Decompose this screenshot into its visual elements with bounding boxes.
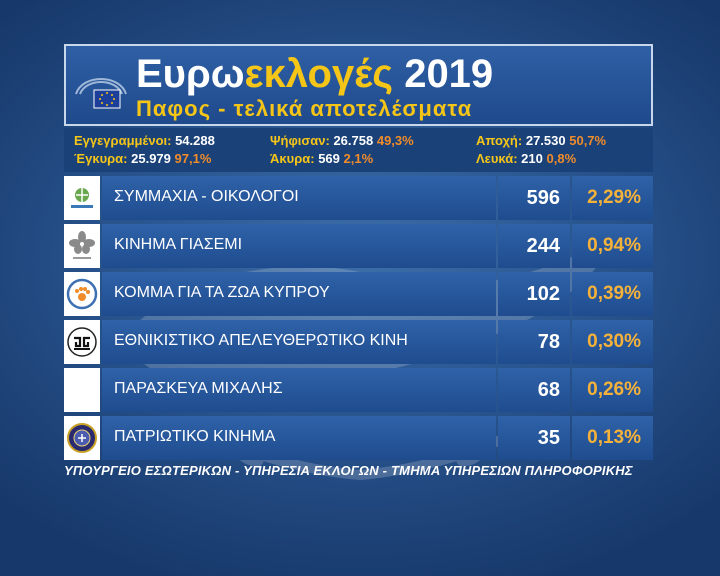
result-name-cell: ΠΑΡΑΣΚΕΥΑ ΜΙΧΑΛΗΣ	[102, 368, 496, 412]
title-part-euro: Ευρω	[136, 52, 245, 96]
stat-blank-value: 210	[521, 151, 543, 166]
stat-voted: Ψήφισαν: 26.758 49,3%	[270, 133, 414, 148]
party-name: ΚΟΜΜΑ ΓΙΑ ΤΑ ΖΩΑ ΚΥΠΡΟΥ	[114, 284, 330, 301]
result-name-cell: ΚΟΜΜΑ ΓΙΑ ΤΑ ΖΩΑ ΚΥΠΡΟΥ	[102, 272, 496, 316]
party-percentage: 2,29%	[587, 187, 641, 208]
stat-blank: Λευκά: 210 0,8%	[476, 151, 576, 166]
party-name: ΣΥΜΜΑΧΙΑ - ΟΙΚΟΛΟΓΟΙ	[114, 188, 299, 205]
stat-registered-label: Εγγεγραμμένοι:	[74, 133, 172, 148]
eu-parliament-logo-icon	[75, 78, 127, 109]
stat-valid-pct: 97,1%	[174, 151, 212, 166]
party-name: ΚΙΝΗΜΑ ΓΙΑΣΕΜΙ	[114, 236, 243, 253]
party-name: ΠΑΡΑΣΚΕΥΑ ΜΙΧΑΛΗΣ	[114, 380, 283, 397]
footer-source-credit: ΥΠΟΥΡΓΕΙΟ ΕΣΩΤΕΡΙΚΩΝ - ΥΠΗΡΕΣΙΑ ΕΚΛΟΓΩΝ …	[64, 463, 633, 478]
result-row: ΚΟΜΜΑ ΓΙΑ ΤΑ ΖΩΑ ΚΥΠΡΟΥ 102 0,39%	[64, 272, 653, 316]
stat-voted-value: 26.758	[333, 133, 374, 148]
result-votes-cell: 102	[498, 272, 570, 316]
patriotic-seal-logo-icon	[64, 416, 100, 460]
party-name: ΕΘΝΙΚΙΣΤΙΚΟ ΑΠΕΛΕΥΘΕΡΩΤΙΚΟ ΚΙΝΗ	[114, 332, 408, 349]
result-name-cell: ΠΑΤΡΙΩΤΙΚΟ ΚΙΝΗΜΑ	[102, 416, 496, 460]
stat-valid: Έγκυρα: 25.979 97,1%	[74, 151, 211, 166]
stat-voted-label: Ψήφισαν:	[270, 133, 330, 148]
result-votes-cell: 35	[498, 416, 570, 460]
party-votes: 68	[537, 379, 560, 401]
paw-circle-logo-icon	[64, 272, 100, 316]
stat-registered-value: 54.288	[175, 133, 215, 148]
stat-blank-pct: 0,8%	[546, 151, 577, 166]
stat-abstention-label: Αποχή:	[476, 133, 523, 148]
jasmine-flower-logo-icon	[64, 224, 100, 268]
result-name-cell: ΕΘΝΙΚΙΣΤΙΚΟ ΑΠΕΛΕΥΘΕΡΩΤΙΚΟ ΚΙΝΗ	[102, 320, 496, 364]
page-subtitle: Παφος - τελικά αποτελέσματα	[136, 96, 473, 121]
result-name-cell: ΚΙΝΗΜΑ ΓΙΑΣΕΜΙ	[102, 224, 496, 268]
blank-logo-icon	[64, 368, 100, 412]
result-row: ΚΙΝΗΜΑ ΓΙΑΣΕΜΙ 244 0,94%	[64, 224, 653, 268]
party-percentage: 0,30%	[587, 331, 641, 352]
title-part-year: 2019	[393, 52, 494, 96]
party-votes: 35	[537, 427, 560, 449]
stat-abstention: Αποχή: 27.530 50,7%	[476, 133, 606, 148]
title-part-elections: εκλογές	[244, 52, 394, 96]
result-pct-cell: 0,94%	[572, 224, 653, 268]
stat-invalid-pct: 2,1%	[343, 151, 374, 166]
stat-abstention-pct: 50,7%	[569, 133, 607, 148]
stat-invalid: Άκυρα: 569 2,1%	[270, 151, 373, 166]
stat-invalid-label: Άκυρα:	[270, 151, 315, 166]
result-votes-cell: 68	[498, 368, 570, 412]
result-pct-cell: 0,39%	[572, 272, 653, 316]
party-percentage: 0,13%	[587, 427, 641, 448]
result-votes-cell: 596	[498, 176, 570, 220]
party-name: ΠΑΤΡΙΩΤΙΚΟ ΚΙΝΗΜΑ	[114, 428, 276, 445]
party-votes: 78	[537, 331, 560, 353]
green-party-logo-icon	[64, 176, 100, 220]
result-row: ΕΘΝΙΚΙΣΤΙΚΟ ΑΠΕΛΕΥΘΕΡΩΤΙΚΟ ΚΙΝΗ 78 0,30%	[64, 320, 653, 364]
page-title: Ευρωεκλογές 2019	[136, 52, 493, 96]
result-pct-cell: 0,30%	[572, 320, 653, 364]
party-percentage: 0,94%	[587, 235, 641, 256]
party-votes: 102	[526, 283, 560, 305]
stat-abstention-value: 27.530	[525, 133, 566, 148]
stat-registered: Εγγεγραμμένοι: 54.288	[74, 133, 215, 148]
result-row: ΣΥΜΜΑΧΙΑ - ΟΙΚΟΛΟΓΟΙ 596 2,29%	[64, 176, 653, 220]
stat-blank-label: Λευκά:	[476, 151, 518, 166]
result-row: ΠΑΡΑΣΚΕΥΑ ΜΙΧΑΛΗΣ 68 0,26%	[64, 368, 653, 412]
turnout-stats-panel: Εγγεγραμμένοι: 54.288 Ψήφισαν: 26.758 49…	[64, 128, 653, 172]
greek-key-seal-logo-icon	[64, 320, 100, 364]
result-votes-cell: 78	[498, 320, 570, 364]
result-pct-cell: 2,29%	[572, 176, 653, 220]
party-percentage: 0,26%	[587, 379, 641, 400]
party-votes: 596	[526, 187, 560, 209]
result-pct-cell: 0,13%	[572, 416, 653, 460]
stat-valid-value: 25.979	[131, 151, 171, 166]
result-name-cell: ΣΥΜΜΑΧΙΑ - ΟΙΚΟΛΟΓΟΙ	[102, 176, 496, 220]
result-pct-cell: 0,26%	[572, 368, 653, 412]
result-votes-cell: 244	[498, 224, 570, 268]
stat-voted-pct: 49,3%	[376, 133, 414, 148]
result-row: ΠΑΤΡΙΩΤΙΚΟ ΚΙΝΗΜΑ 35 0,13%	[64, 416, 653, 460]
stat-invalid-value: 569	[318, 151, 340, 166]
party-votes: 244	[526, 235, 560, 257]
header-banner: Ευρωεκλογές 2019 Παφος - τελικά αποτελέσ…	[64, 44, 653, 126]
party-percentage: 0,39%	[587, 283, 641, 304]
stat-valid-label: Έγκυρα:	[74, 151, 128, 166]
